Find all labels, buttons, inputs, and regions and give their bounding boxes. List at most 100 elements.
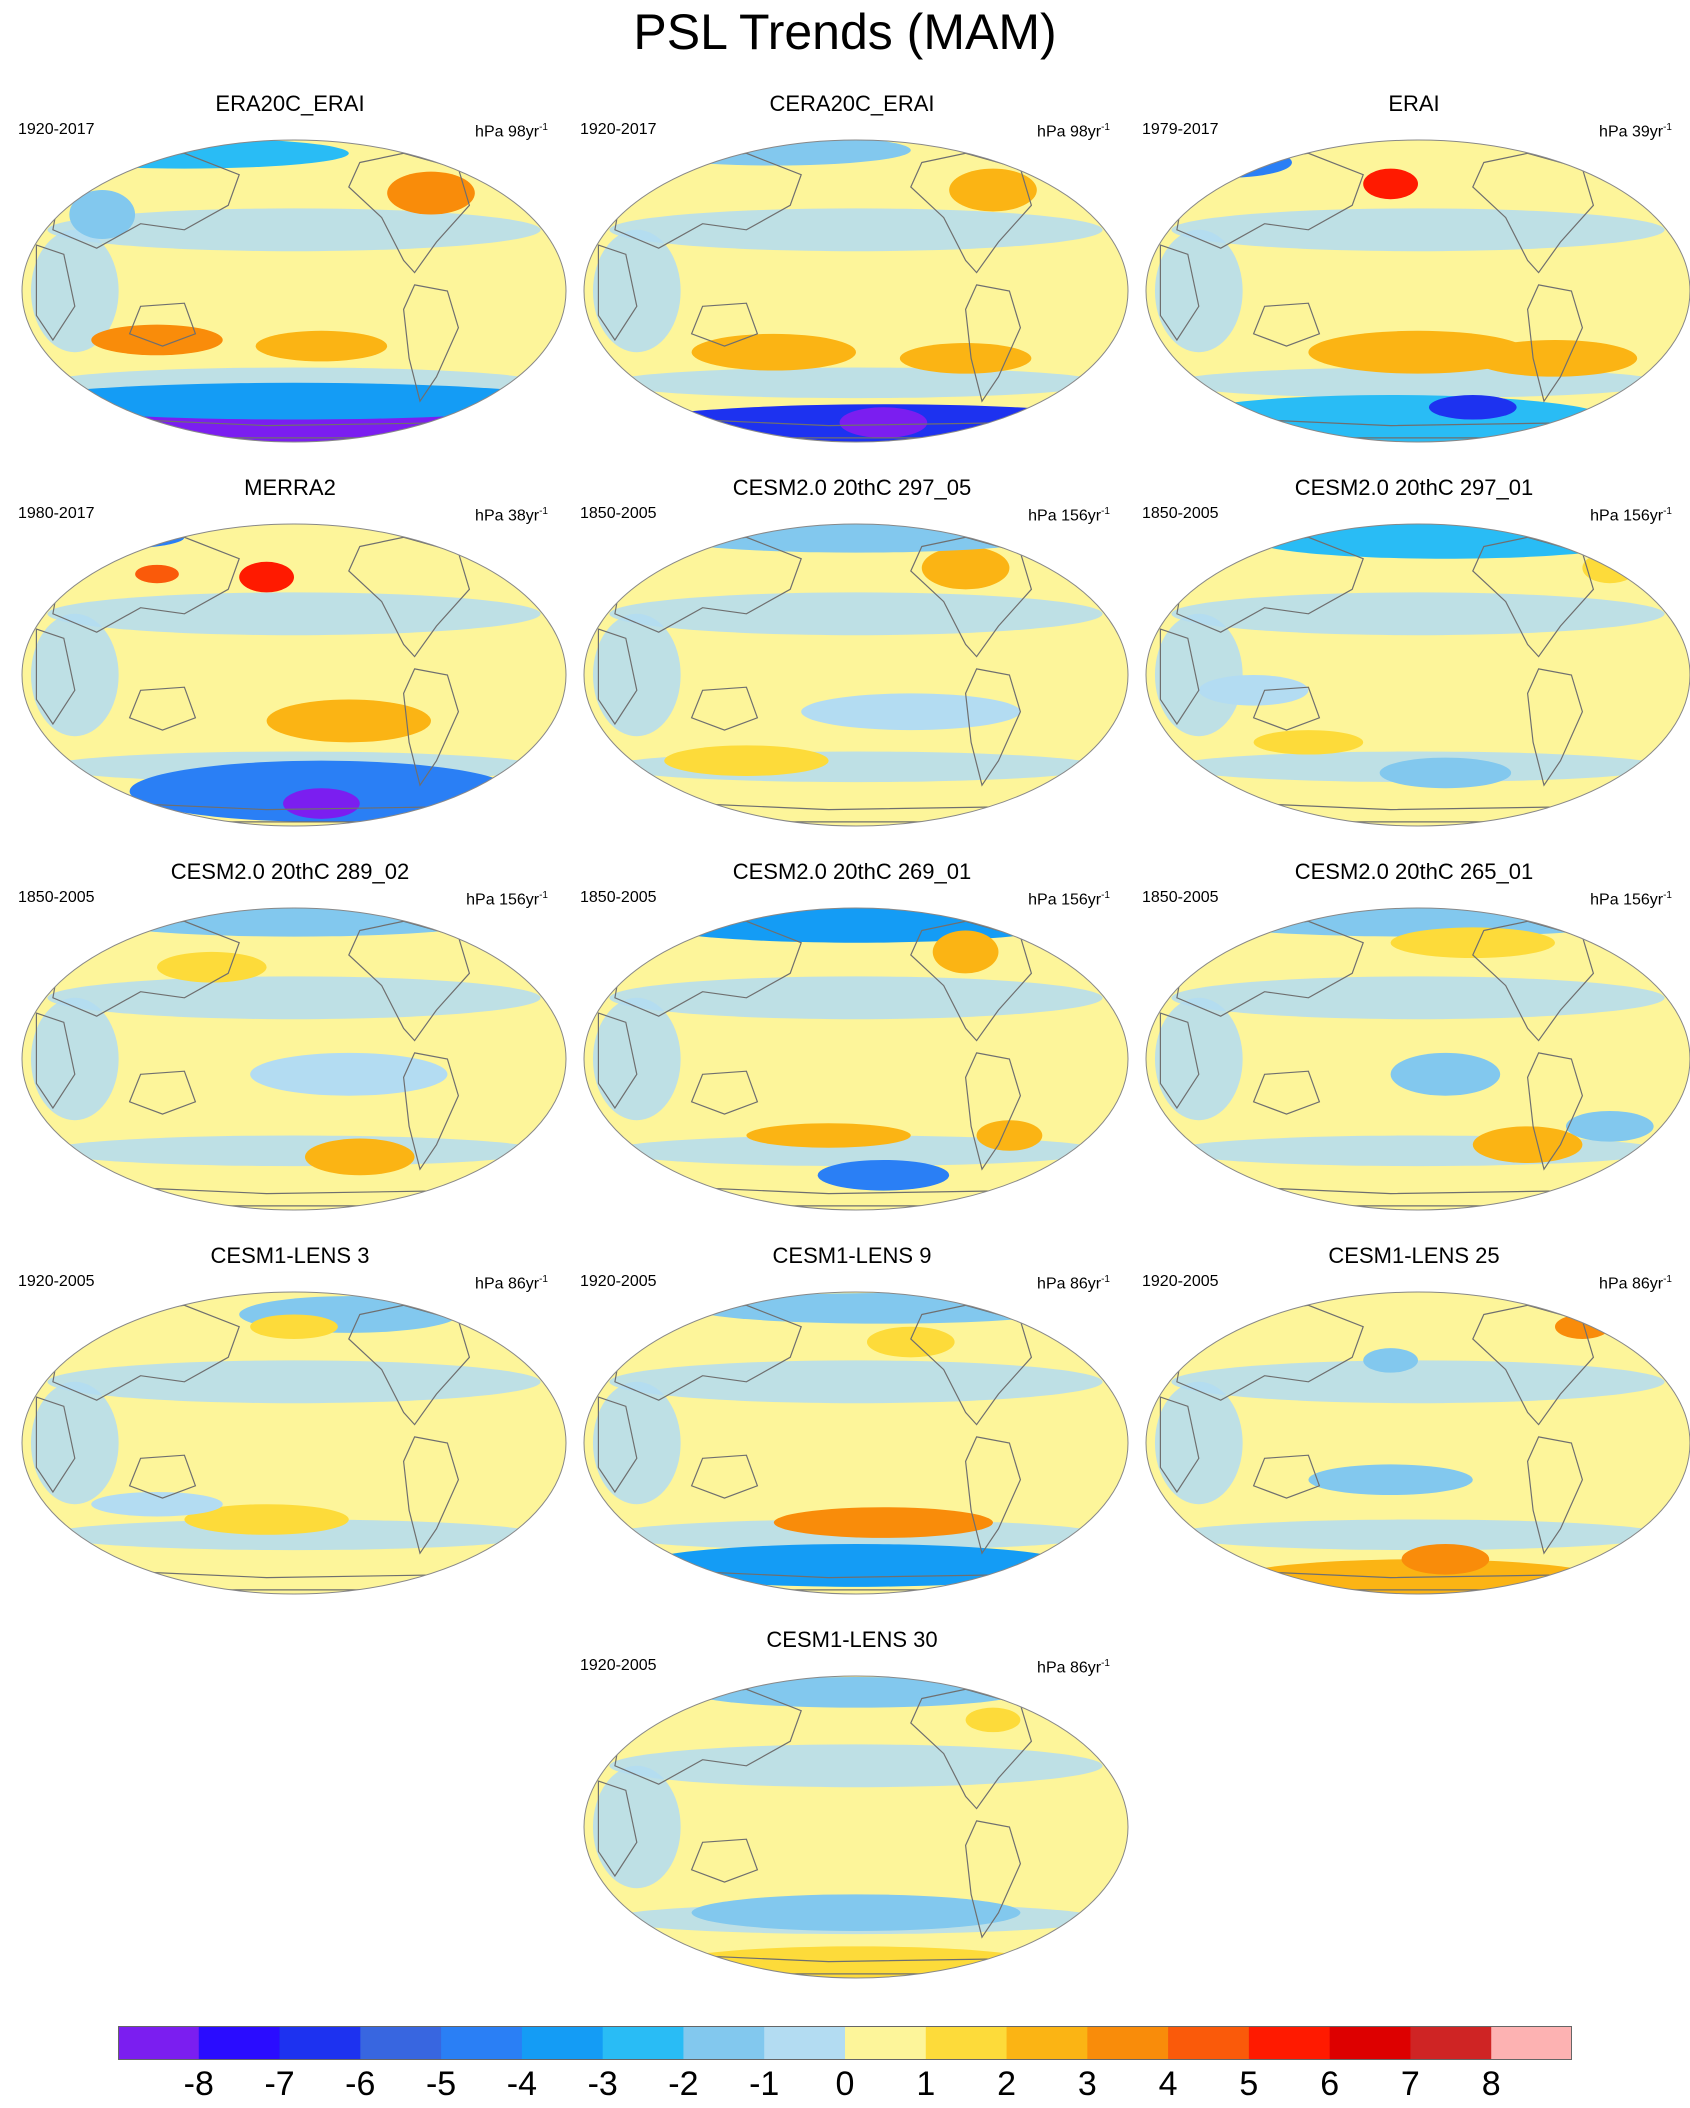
trend-contour	[1308, 1464, 1473, 1496]
colorbar-swatch	[1329, 2026, 1411, 2060]
coastline	[597, 1396, 638, 1494]
trend-contour	[1390, 1052, 1501, 1096]
coastline	[1159, 628, 1200, 726]
trend-contour	[636, 1543, 1076, 1587]
map-border	[583, 523, 1129, 827]
map-border	[21, 1291, 567, 1595]
coastline	[402, 1436, 460, 1555]
trend-map	[583, 1675, 1129, 1979]
panel-units-exponent: -1	[539, 506, 548, 517]
panel-units-base: hPa 156yr	[1028, 891, 1102, 909]
map-panel: CESM2.0 20thC 297_01 1850-2005 hPa 156yr-1	[1134, 474, 1690, 834]
trend-band	[592, 613, 681, 737]
coastline	[1176, 536, 1364, 633]
trend-map	[1145, 1291, 1690, 1595]
coastline	[128, 1070, 197, 1115]
coastline	[614, 1688, 802, 1785]
coastline	[1252, 1070, 1321, 1115]
coastline	[1526, 1052, 1584, 1171]
coastline	[402, 668, 460, 787]
map-border	[1145, 907, 1690, 1211]
colorbar-swatch	[198, 2026, 281, 2060]
colorbar-label: 4	[1158, 2065, 1178, 2103]
map-border	[583, 1675, 1129, 1979]
panel-units-exponent: -1	[539, 122, 548, 133]
colorbar-swatch	[602, 2026, 684, 2060]
trend-contour	[1171, 395, 1610, 442]
coastline	[614, 536, 802, 633]
trend-contour	[691, 1677, 1021, 1708]
panel-title: CESM2.0 20thC 265_01	[1294, 859, 1534, 884]
coastline	[614, 1304, 802, 1401]
trend-band	[592, 1765, 681, 1889]
coastline	[128, 1454, 197, 1499]
colorbar-label: -8	[183, 2065, 214, 2103]
coastline	[690, 1454, 759, 1499]
map-panel: ERA20C_ERAI 1920-2017 hPa 98yr-1	[10, 90, 570, 450]
trend-contour	[1428, 395, 1517, 420]
panel-title: CESM2.0 20thC 297_01	[1294, 475, 1534, 500]
colorbar-swatch	[845, 2026, 927, 2060]
coastline	[597, 244, 638, 342]
trend-contour	[839, 407, 928, 438]
panel-title: CESM1-LENS 9	[772, 1243, 932, 1268]
trend-contour	[1401, 1543, 1490, 1575]
panel-title: ERAI	[1388, 91, 1440, 116]
panel-units: hPa 39yr-1	[1599, 118, 1672, 142]
colorbar-swatch	[1168, 2026, 1250, 2060]
coastline	[52, 536, 240, 633]
panel-units: hPa 156yr-1	[466, 886, 548, 910]
trend-band	[592, 229, 681, 353]
trend-band	[30, 613, 119, 737]
coastline	[1526, 668, 1584, 787]
trend-contour	[965, 1707, 1021, 1733]
panel-title: CESM1-LENS 30	[766, 1627, 938, 1652]
trend-map	[1145, 523, 1690, 827]
trend-map	[583, 139, 1129, 443]
colorbar-labels: -8 -7 -6 -5 -4 -3 -2 -1 0 1 2 3 4 5 6 7 8	[0, 2064, 1690, 2108]
coastline	[1176, 920, 1364, 1017]
map-panel: CESM2.0 20thC 297_05 1850-2005 hPa 156yr-1	[572, 474, 1132, 834]
panel-units: hPa 38yr-1	[475, 502, 548, 526]
panel-period: 1920-2017	[580, 121, 657, 138]
colorbar-label: 5	[1239, 2065, 1259, 2103]
coastline	[1252, 1454, 1321, 1499]
trend-contour	[22, 525, 185, 550]
panel-units-exponent: -1	[1663, 122, 1672, 133]
colorbar-swatch	[118, 2026, 200, 2060]
trend-contour	[266, 699, 431, 743]
panel-units: hPa 156yr-1	[1028, 502, 1110, 526]
colorbar-swatch	[441, 2026, 523, 2060]
trend-contour	[949, 168, 1037, 212]
trend-contour	[691, 1894, 1021, 1932]
coastline	[964, 1052, 1022, 1171]
trend-map	[583, 523, 1129, 827]
colorbar-label: 0	[835, 2065, 855, 2103]
coastline	[690, 1070, 759, 1115]
colorbar-label: -1	[749, 2065, 780, 2103]
trend-band	[47, 592, 541, 636]
trend-band	[47, 1135, 541, 1167]
coastline	[1526, 1436, 1584, 1555]
panel-period: 1850-2005	[18, 889, 95, 906]
panel-period: 1850-2005	[1142, 505, 1219, 522]
map-border	[1145, 139, 1690, 443]
trend-contour	[691, 333, 856, 371]
trend-contour	[746, 1123, 911, 1148]
coastline	[402, 284, 460, 403]
trend-band	[609, 367, 1103, 399]
trend-contour	[239, 561, 294, 593]
panel-units-exponent: -1	[1101, 890, 1110, 901]
trend-band	[30, 229, 119, 353]
coastline	[35, 628, 76, 726]
coastline	[690, 686, 759, 731]
map-border	[21, 907, 567, 1211]
trend-map	[583, 1291, 1129, 1595]
trend-band	[47, 1360, 541, 1404]
map-panel: CESM1-LENS 3 1920-2005 hPa 86yr-1	[10, 1242, 570, 1602]
panel-units-exponent: -1	[1101, 506, 1110, 517]
trend-band	[592, 997, 681, 1121]
colorbar-swatch	[521, 2026, 604, 2060]
panel-period: 1979-2017	[1142, 121, 1219, 138]
panel-units-base: hPa 86yr	[1599, 1275, 1664, 1293]
